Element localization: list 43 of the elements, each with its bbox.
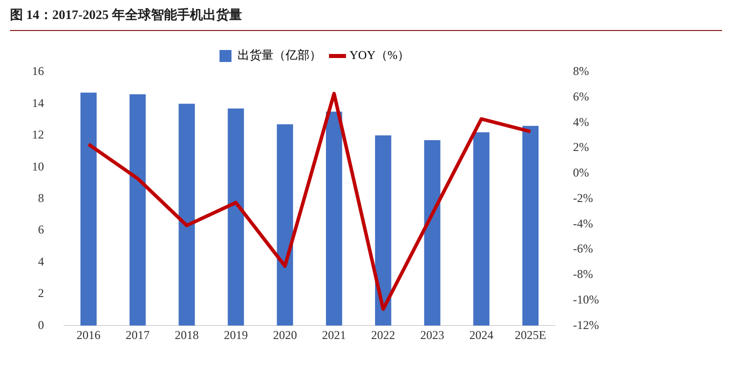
bar	[276, 124, 294, 326]
x-tick-label: 2020	[272, 328, 297, 342]
y2-tick-label: 6%	[573, 90, 590, 104]
y2-tick-label: 4%	[573, 114, 590, 129]
x-tick-label: 2022	[371, 328, 396, 342]
bar	[80, 92, 97, 326]
y2-tick-label: -8%	[573, 267, 594, 282]
y-tick-label: 0	[38, 318, 44, 332]
bar	[473, 132, 490, 326]
y2-tick-label: 0%	[573, 166, 590, 180]
y-tick-label: 14	[32, 96, 44, 110]
legend-label: YOY（%）	[350, 48, 410, 62]
x-tick-label: 2023	[420, 328, 444, 342]
y2-tick-label: -2%	[573, 190, 594, 205]
y-tick-label: 8	[38, 190, 44, 205]
y2-tick-label: -10%	[573, 292, 600, 306]
x-tick-label: 2025E	[514, 328, 546, 342]
y-tick-label: 16	[32, 64, 44, 78]
x-tick-label: 2019	[224, 328, 248, 342]
y2-tick-label: 2%	[573, 140, 590, 154]
bar	[228, 108, 244, 326]
chart-title: 图 14：2017-2025 年全球智能手机出货量	[10, 6, 722, 31]
y2-tick-label: -6%	[573, 242, 594, 256]
y-tick-label: 6	[38, 222, 44, 237]
bar	[130, 94, 146, 326]
y2-tick-label: -12%	[573, 318, 600, 332]
bar	[424, 140, 440, 326]
x-tick-label: 2024	[469, 328, 494, 342]
y2-tick-label: 8%	[573, 64, 590, 78]
bar	[375, 135, 392, 326]
legend-label: 出货量（亿部）	[238, 48, 322, 62]
y2-tick-label: -4%	[573, 216, 594, 230]
y-tick-label: 10	[32, 159, 44, 174]
bar	[178, 104, 195, 326]
bar	[326, 112, 342, 326]
x-tick-label: 2016	[76, 328, 101, 342]
x-tick-label: 2017	[126, 328, 150, 342]
y-tick-label: 4	[38, 254, 44, 268]
bar	[522, 126, 539, 326]
x-tick-label: 2018	[174, 328, 199, 342]
y-tick-label: 12	[32, 128, 44, 142]
x-tick-label: 2021	[322, 328, 346, 342]
y-tick-label: 2	[38, 286, 44, 300]
